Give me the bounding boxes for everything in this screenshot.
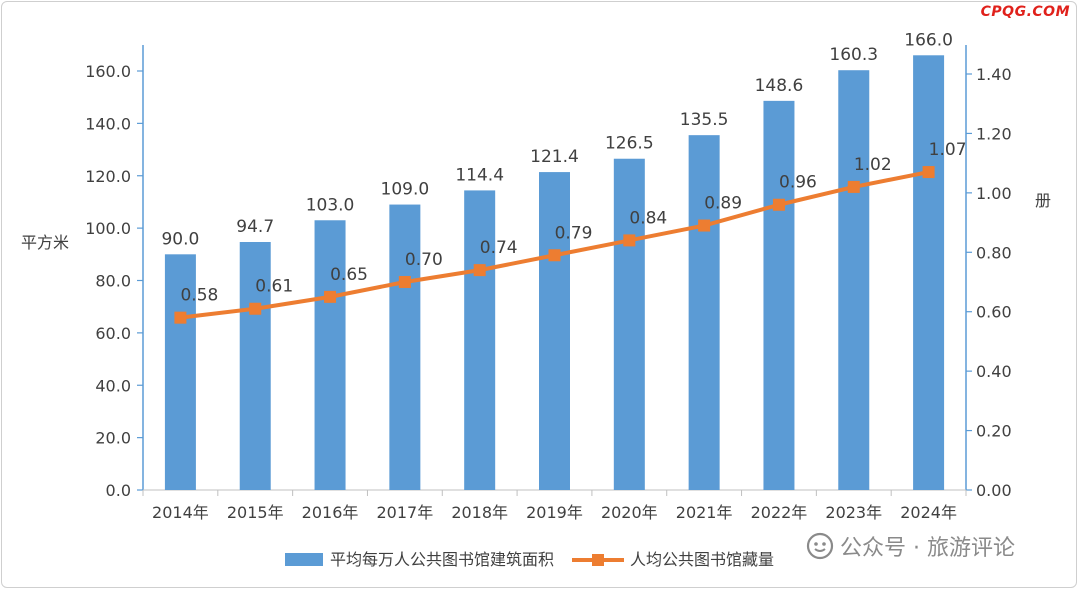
bar	[688, 135, 720, 491]
y-tick-label: 140.0	[85, 114, 131, 133]
line-point	[772, 198, 785, 211]
bar-data-label: 148.6	[755, 76, 804, 96]
line-data-label: 0.61	[255, 277, 293, 297]
wechat-icon	[806, 532, 834, 560]
bar-data-label: 94.7	[236, 217, 274, 237]
bar	[763, 100, 795, 490]
y2-tick-label: 0.40	[976, 362, 1012, 381]
bar-data-label: 160.3	[829, 45, 878, 65]
x-tick-label: 2015年	[227, 503, 284, 522]
line-point	[623, 234, 636, 247]
line-data-label: 0.96	[779, 173, 817, 193]
line-point	[847, 180, 860, 193]
y-tick-label: 0.0	[106, 481, 131, 500]
y-tick-label: 100.0	[85, 219, 131, 238]
line-point	[473, 264, 486, 277]
x-tick-label: 2014年	[152, 503, 209, 522]
y2-tick-label: 0.20	[976, 422, 1012, 441]
bar	[838, 70, 870, 490]
line-data-label: 1.02	[854, 155, 892, 175]
y-tick-label: 80.0	[95, 272, 131, 291]
line-data-label: 0.79	[555, 223, 593, 243]
bar	[239, 242, 271, 490]
bar-data-label: 135.5	[680, 110, 729, 130]
line-point	[249, 302, 262, 315]
y2-tick-label: 0.80	[976, 243, 1012, 262]
x-tick-label: 2024年	[900, 503, 957, 522]
x-tick-label: 2018年	[451, 503, 508, 522]
y-tick-label: 160.0	[85, 62, 131, 81]
bar-data-label: 114.4	[455, 165, 504, 185]
line-point	[174, 311, 187, 324]
y2-tick-label: 0.60	[976, 303, 1012, 322]
legend-label-bar: 平均每万人公共图书馆建筑面积	[330, 550, 554, 569]
legend-swatch-bar	[285, 553, 323, 566]
plot-area: 0.0 20.0 40.0 60.0 80.0 100.0 120.0 140.0 160.0 0…	[85, 30, 1011, 522]
bar	[314, 220, 346, 491]
line-data-label: 0.70	[405, 250, 443, 270]
y-tick-label: 60.0	[95, 324, 131, 343]
y-tick-label: 40.0	[95, 376, 131, 395]
bar	[613, 158, 645, 490]
x-tick-label: 2017年	[376, 503, 433, 522]
line-data-label: 0.58	[180, 286, 218, 306]
y2-tick-label: 1.40	[976, 65, 1012, 84]
line-point	[548, 249, 561, 262]
bar	[389, 204, 421, 490]
footer-brand: 公众号 · 旅游评论	[806, 530, 1015, 562]
x-tick-label: 2022年	[751, 503, 808, 522]
x-tick-label: 2019年	[526, 503, 583, 522]
line-point	[324, 290, 337, 303]
y2-tick-label: 1.20	[976, 124, 1012, 143]
x-tick-label: 2023年	[825, 503, 882, 522]
bar-data-label: 109.0	[381, 180, 430, 200]
line-point	[698, 219, 711, 232]
line-data-label: 0.84	[629, 208, 667, 228]
line-data-label: 0.74	[480, 238, 518, 258]
bar-data-label: 90.0	[161, 229, 199, 249]
x-tick-label: 2016年	[302, 503, 359, 522]
y2-tick-label: 0.00	[976, 481, 1012, 500]
bar-data-label: 103.0	[306, 195, 355, 215]
legend: 平均每万人公共图书馆建筑面积 人均公共图书馆藏量	[285, 550, 774, 569]
line-data-label: 0.89	[704, 194, 742, 214]
line-data-label: 1.07	[929, 140, 967, 160]
y-tick-label: 120.0	[85, 167, 131, 186]
bar-data-label: 126.5	[605, 134, 654, 154]
legend-label-line: 人均公共图书馆藏量	[630, 550, 774, 569]
bar	[164, 254, 196, 490]
x-tick-label: 2021年	[676, 503, 733, 522]
line-point	[398, 276, 411, 288]
y-axis-title: 平方米	[21, 233, 69, 252]
bar-data-label: 166.0	[904, 30, 953, 50]
x-tick-label: 2020年	[601, 503, 658, 522]
y2-tick-label: 1.00	[976, 184, 1012, 203]
bar-data-label: 121.4	[530, 147, 579, 167]
watermark: CPQG.COM	[980, 4, 1070, 20]
bar	[913, 55, 945, 490]
footer-brand-text: 公众号 · 旅游评论	[840, 536, 1015, 561]
y-tick-label: 20.0	[95, 429, 131, 448]
line-data-label: 0.65	[330, 265, 368, 285]
y2-axis-title: 册	[1035, 191, 1051, 210]
line-point	[922, 166, 935, 179]
bar	[464, 190, 496, 491]
bar	[539, 172, 570, 491]
legend-swatch-marker	[592, 554, 604, 566]
